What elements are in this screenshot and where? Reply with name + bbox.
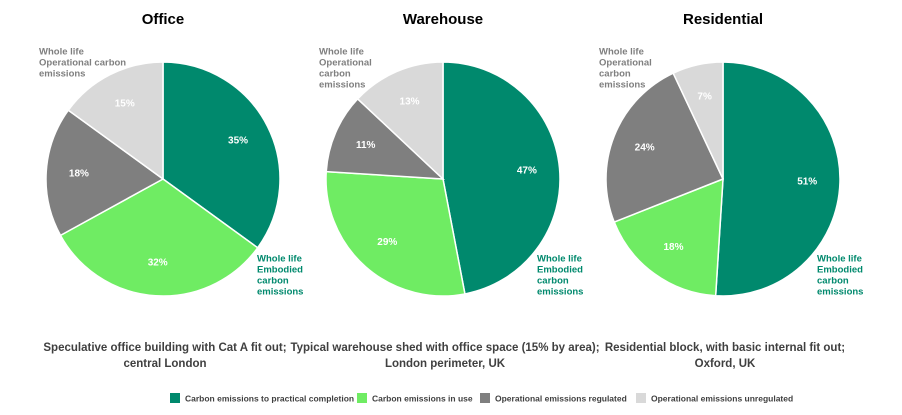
annotation-operational: emissions [599,80,645,91]
caption: London perimeter, UK [385,358,506,370]
slice-label: 11% [356,140,376,151]
legend-swatch [357,393,367,403]
pie-slice [162,61,281,249]
slice-label: 18% [69,168,89,179]
annotation-operational: Operational carbon [39,58,126,69]
legend-label: Operational emissions regulated [495,393,627,403]
caption: Typical warehouse shed with office space… [290,342,599,354]
pie-slice [325,170,466,297]
pie-slice [325,97,446,180]
annotation-operational: Operational [599,58,652,69]
annotation-embodied: Embodied [817,265,863,276]
slice-label: 13% [400,96,420,107]
slice-label: 51% [797,176,817,187]
annotation-operational: carbon [319,69,351,80]
chart-title: Warehouse [403,11,483,28]
annotation-operational: emissions [39,69,85,80]
pie-slice [67,61,164,181]
pie-slice [59,178,259,297]
pie-slice [714,61,841,297]
annotation-embodied: emissions [257,287,303,298]
annotation-embodied: Whole life [537,254,582,265]
annotation-embodied: carbon [537,276,569,287]
pie-slice [45,109,165,237]
pie-slice [442,61,561,295]
legend-swatch [636,393,646,403]
annotation-operational: Whole life [319,47,364,58]
legend-swatch [480,393,490,403]
annotation-operational: Whole life [39,47,84,58]
caption: Oxford, UK [695,358,756,370]
annotation-operational: Whole life [599,47,644,58]
slice-label: 15% [115,99,135,110]
caption: Speculative office building with Cat A f… [43,342,286,354]
annotation-embodied: Embodied [257,265,303,276]
slice-label: 32% [148,258,168,269]
caption: central London [123,358,206,370]
slice-label: 29% [377,237,397,248]
annotation-operational: emissions [319,80,365,91]
slice-label: 18% [663,242,683,253]
pie-slice [613,177,724,297]
legend-label: Carbon emissions to practical completion [185,393,354,403]
slice-label: 35% [228,135,248,146]
legend-label: Operational emissions unregulated [651,393,793,403]
annotation-embodied: carbon [817,276,849,287]
pie-slice [356,61,444,181]
chart-title: Residential [683,11,763,28]
annotation-embodied: Whole life [257,254,302,265]
pie-slice [605,72,725,224]
annotation-embodied: Whole life [817,254,862,265]
legend-swatch [170,393,180,403]
caption: Residential block, with basic internal f… [605,342,845,354]
annotation-embodied: emissions [817,287,863,298]
slice-label: 47% [517,166,537,177]
annotation-operational: carbon [599,69,631,80]
legend-label: Carbon emissions in use [372,393,473,403]
chart-title: Office [142,11,185,28]
annotation-embodied: emissions [537,287,583,298]
annotation-operational: Operational [319,58,372,69]
annotation-embodied: Embodied [537,265,583,276]
annotation-embodied: carbon [257,276,289,287]
slice-label: 7% [697,91,712,102]
slice-label: 24% [635,143,655,154]
pie-slice [672,61,724,180]
